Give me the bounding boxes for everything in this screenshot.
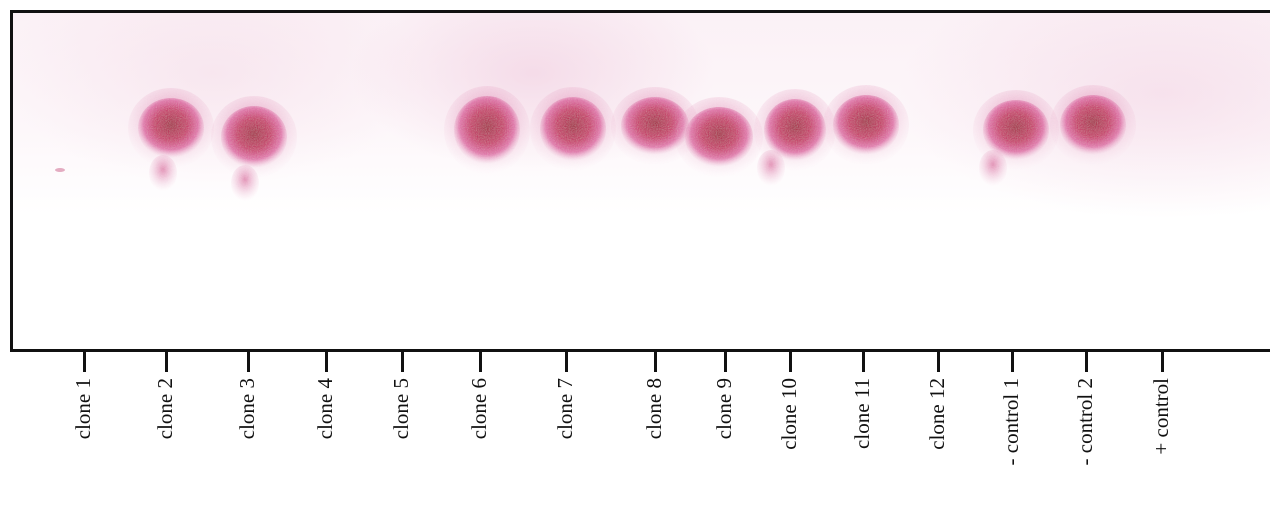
spot-core — [685, 107, 753, 167]
spot-lane-6 — [444, 86, 530, 174]
spot-tail — [757, 150, 785, 186]
spot-core — [983, 100, 1049, 160]
spot-tail — [231, 165, 259, 201]
membrane-speck — [55, 168, 65, 172]
spot-lane-14 — [1050, 85, 1136, 165]
blot-membrane — [10, 10, 1270, 352]
spot-lane-3 — [211, 96, 297, 201]
spot-core — [621, 97, 689, 155]
spot-lane-13 — [973, 90, 1059, 186]
spot-core — [764, 99, 826, 161]
spot-core — [1060, 95, 1126, 155]
spot-tail — [979, 150, 1007, 186]
spot-lane-2 — [128, 88, 214, 191]
spot-lane-10 — [754, 89, 836, 186]
spot-lane-9 — [675, 97, 763, 177]
spot-core — [221, 106, 287, 168]
spot-layer — [55, 85, 1136, 201]
spot-tail — [149, 155, 177, 191]
spot-lane-7 — [530, 87, 616, 171]
spot-core — [540, 97, 606, 161]
spot-core — [454, 96, 520, 164]
spot-core — [138, 98, 204, 158]
spot-lane-11 — [823, 85, 909, 165]
spot-core — [833, 95, 899, 155]
